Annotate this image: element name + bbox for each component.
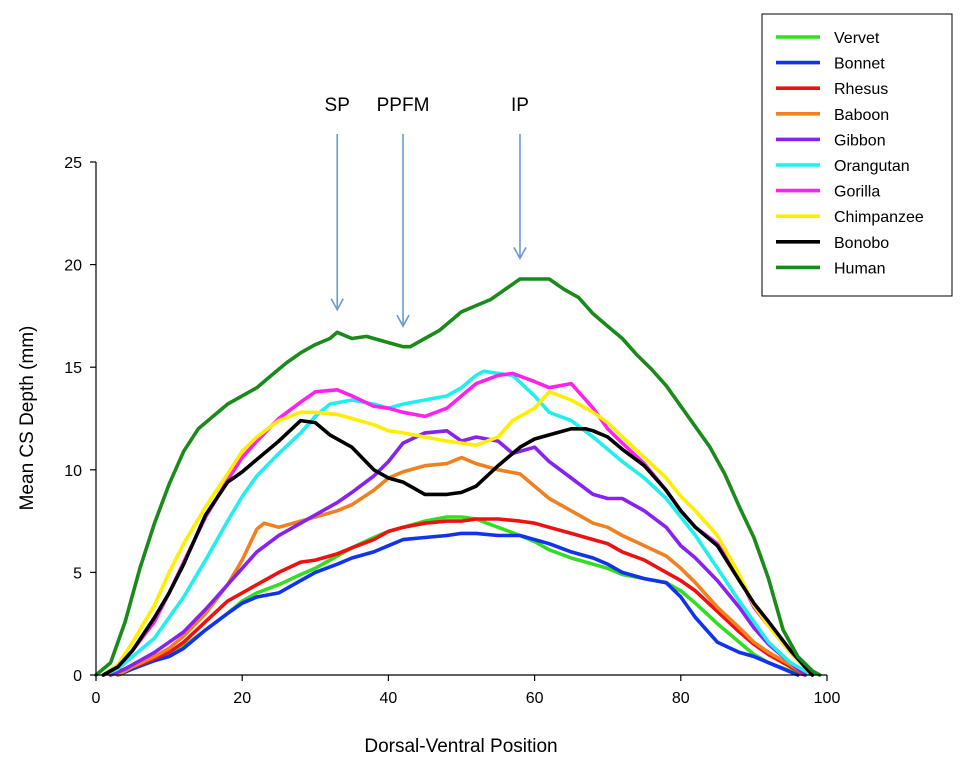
series-line-human — [94, 277, 822, 677]
x-tick-label: 40 — [380, 690, 398, 707]
y-tick-label: 15 — [64, 360, 82, 377]
legend-label-vervet: Vervet — [834, 30, 880, 47]
plot-area — [94, 277, 822, 677]
annotation-arrow-head — [330, 298, 344, 312]
x-tick-label: 100 — [814, 690, 841, 707]
y-tick-label: 25 — [64, 155, 82, 172]
x-ticks: 0 20 40 60 80 100 — [92, 675, 841, 707]
y-tick-label: 10 — [64, 463, 82, 480]
series-line-bonnet — [116, 531, 800, 677]
series-line-rhesus — [108, 517, 807, 677]
annotations: SP PPFM IP — [325, 95, 529, 328]
x-tick-label: 60 — [526, 690, 544, 707]
annotation-label-sp: SP — [325, 95, 350, 116]
y-ticks: 0 5 10 15 20 25 — [64, 155, 96, 685]
series-line-chimpanzee — [101, 390, 815, 677]
legend-label-human: Human — [834, 260, 886, 277]
x-tick-label: 80 — [672, 690, 690, 707]
annotation-label-ppfm: PPFM — [377, 95, 430, 116]
series-line-bonobo — [101, 418, 815, 677]
legend-label-chimpanzee: Chimpanzee — [834, 209, 924, 226]
axes: 0 20 40 60 80 100 0 5 10 15 20 25 Dorsal-Ventral P… — [17, 155, 840, 757]
annotation-arrow-head — [396, 314, 410, 328]
annotation-arrow-head — [513, 247, 527, 261]
x-tick-label: 20 — [233, 690, 251, 707]
legend: Vervet Bonnet Rhesus Baboon Gibbon Orangutan G… — [761, 13, 953, 297]
y-tick-label: 5 — [73, 565, 82, 582]
x-tick-label: 0 — [92, 690, 101, 707]
legend-label-orangutan: Orangutan — [834, 158, 910, 175]
series-line-baboon — [116, 455, 807, 677]
legend-label-gorilla: Gorilla — [834, 184, 880, 201]
series-line-orangutan — [101, 369, 815, 677]
legend-label-bonobo: Bonobo — [834, 235, 889, 252]
legend-label-gibbon: Gibbon — [834, 132, 886, 149]
y-axis-title: Mean CS Depth (mm) — [17, 326, 38, 511]
y-tick-label: 20 — [64, 258, 82, 275]
series-line-gibbon — [108, 429, 807, 677]
annotation-label-ip: IP — [511, 95, 529, 116]
legend-label-rhesus: Rhesus — [834, 81, 888, 98]
legend-label-bonnet: Bonnet — [834, 56, 885, 73]
x-axis-title: Dorsal-Ventral Position — [364, 736, 557, 757]
legend-label-baboon: Baboon — [834, 107, 889, 124]
y-tick-label: 0 — [73, 668, 82, 685]
